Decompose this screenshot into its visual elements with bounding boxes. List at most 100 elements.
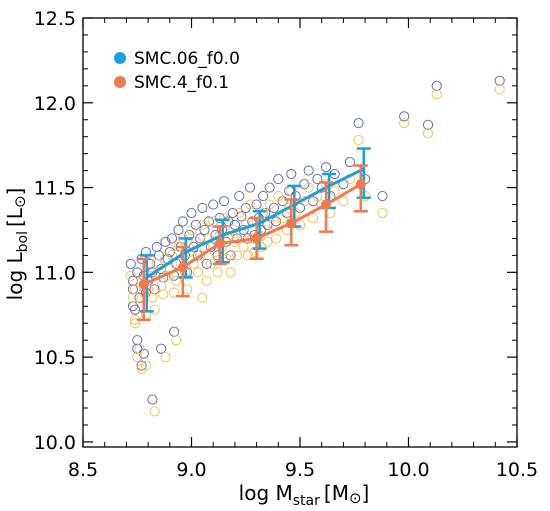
scatter-point-series-1-56 — [242, 250, 253, 261]
scatter-point-series-1-17 — [158, 289, 169, 300]
scatter-point-series-1-57 — [245, 199, 256, 210]
x-axis-label-solar: ⊙ — [349, 489, 362, 507]
scatter-point-series-0-4 — [132, 267, 143, 278]
scatter-point-series-0-75 — [286, 168, 297, 180]
scatter-point-series-1-99 — [197, 292, 208, 303]
y-axis-label-solar: ⊙ — [11, 195, 29, 208]
mean-point-series-1-4 — [286, 218, 297, 229]
scatter-point-series-1-23 — [171, 275, 182, 286]
y-tick-label: 11.0 — [34, 262, 76, 284]
scatter-point-series-1-92 — [494, 84, 505, 95]
x-tick-label: 10.5 — [496, 459, 538, 481]
scatter-point-series-0-92 — [422, 119, 434, 130]
scatter-point-series-1-77 — [303, 182, 314, 193]
scatter-point-series-0-98 — [147, 394, 158, 405]
legend-label-series-1: SMC.4_f0.1 — [134, 73, 229, 93]
scatter-point-series-1-69 — [273, 190, 284, 202]
scatter-point-series-1-12 — [147, 292, 158, 303]
y-tick-label: 10.0 — [34, 432, 76, 454]
mean-point-series-1-3 — [251, 233, 262, 244]
scatter-point-series-1-65 — [262, 236, 273, 247]
scatter-point-series-0-62 — [251, 199, 262, 210]
scatter-point-series-1-1 — [127, 292, 138, 303]
scatter-point-series-1-30 — [186, 224, 197, 236]
scatter-point-series-1-13 — [149, 304, 160, 315]
y-axis-label-sub: bol — [15, 231, 31, 252]
scatter-point-series-1-0 — [125, 270, 136, 281]
x-tick-label: 9.5 — [285, 459, 315, 481]
scatter-point-series-1-42 — [212, 267, 223, 278]
scatter-point-series-0-71 — [273, 174, 284, 185]
scatter-point-series-1-66 — [264, 199, 275, 210]
scatter-point-series-0-91 — [399, 111, 410, 122]
y-tick-label: 12.5 — [34, 8, 76, 30]
scatter-point-series-0-79 — [303, 165, 314, 176]
scatter-point-series-0-8 — [136, 360, 147, 371]
scatter-point-series-0-2 — [127, 275, 138, 286]
plot-area — [125, 75, 505, 417]
y-tick-label: 10.5 — [34, 347, 76, 369]
scatter-point-series-0-96 — [132, 335, 143, 346]
scatter-point-series-1-86 — [353, 135, 364, 146]
scatter-point-series-1-89 — [399, 118, 410, 129]
scatter-point-series-1-94 — [134, 343, 145, 354]
scatter-point-series-0-20 — [160, 236, 171, 247]
scatter-point-series-0-68 — [264, 182, 275, 193]
scatter-point-series-1-45 — [218, 213, 230, 224]
scatter-point-series-0-59 — [245, 182, 256, 193]
scatter-point-series-1-37 — [201, 275, 212, 286]
scatter-point-series-0-39 — [201, 258, 212, 269]
x-axis-label: log Mstar [M⊙] — [239, 481, 370, 509]
scatter-point-series-1-34 — [195, 250, 206, 261]
legend: SMC.06_f0.0 SMC.4_f0.1 — [114, 49, 240, 93]
scatter-point-series-0-40 — [203, 216, 214, 227]
scatter-point-series-0-83 — [320, 162, 332, 173]
scatter-point-series-0-28 — [177, 216, 188, 227]
scatter-point-series-1-51 — [232, 250, 243, 261]
scatter-point-series-1-70 — [277, 213, 288, 224]
mean-point-series-1-2 — [214, 238, 225, 249]
scatter-point-series-1-48 — [225, 267, 236, 278]
legend-label-series-0: SMC.06_f0.0 — [134, 49, 240, 69]
mean-line-series-0 — [145, 167, 365, 279]
y-axis-label-main: log L — [3, 251, 27, 300]
scatter-point-series-0-95 — [127, 301, 138, 312]
scatter-point-series-1-3 — [130, 284, 141, 295]
y-axis-label-unit: [L — [3, 207, 27, 227]
scatter-point-series-1-78 — [307, 213, 319, 224]
y-axis-label-close: ] — [3, 188, 27, 196]
scatter-point-series-1-33 — [192, 267, 204, 278]
scatter-point-series-0-42 — [208, 199, 219, 210]
scatter-point-series-1-2 — [130, 318, 141, 329]
scatter-point-series-0-88 — [353, 118, 364, 129]
scatter-point-series-1-98 — [171, 335, 182, 346]
x-axis-label-sub: star — [293, 493, 320, 509]
scatter-point-series-1-96 — [149, 406, 160, 417]
x-axis-label-unit: [M — [324, 481, 349, 505]
scatter-point-series-0-0 — [125, 258, 136, 269]
scatter-point-series-0-37 — [197, 202, 208, 213]
scatter-point-series-0-55 — [236, 211, 247, 222]
scatter-point-series-1-52 — [234, 207, 245, 219]
scatter-point-series-0-32 — [186, 207, 197, 219]
scatter-point-series-1-97 — [160, 352, 171, 363]
x-axis-label-close: ] — [362, 481, 370, 505]
scatter-point-series-0-99 — [156, 343, 167, 354]
legend-marker-series-0 — [114, 52, 126, 64]
scatter-point-series-0-66 — [260, 207, 271, 219]
scatter-point-series-1-68 — [271, 233, 282, 244]
scatter-point-series-0-38 — [199, 224, 210, 236]
scatter-point-series-1-95 — [140, 360, 151, 371]
scatter-point-series-1-88 — [377, 207, 388, 219]
scatter-point-series-1-35 — [197, 219, 208, 230]
mean-point-series-1-1 — [177, 262, 188, 273]
scatter-point-series-0-45 — [214, 213, 225, 224]
scatter-point-series-1-91 — [431, 89, 442, 100]
scatter-point-series-0-94 — [494, 75, 505, 86]
y-tick-label: 11.5 — [34, 178, 76, 200]
scatter-point-series-0-1 — [127, 284, 138, 295]
scatter-point-series-0-100 — [169, 326, 180, 337]
axes: 8.5 9.0 9.5 10.0 10.5 10.0 10.5 11.0 11.5 12.0 12.… — [34, 8, 538, 481]
scatter-point-series-1-90 — [422, 128, 434, 139]
